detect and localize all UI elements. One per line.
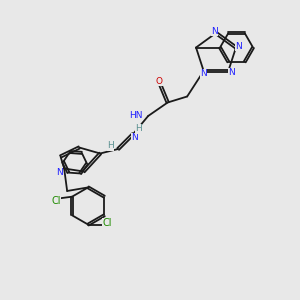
Text: O: O bbox=[155, 77, 162, 86]
Text: N: N bbox=[200, 70, 207, 79]
Text: HN: HN bbox=[129, 112, 142, 121]
Text: N: N bbox=[131, 133, 138, 142]
Text: N: N bbox=[228, 68, 235, 77]
Text: H: H bbox=[107, 142, 114, 151]
Text: Cl: Cl bbox=[102, 218, 112, 228]
Text: N: N bbox=[56, 168, 63, 177]
Text: N: N bbox=[236, 41, 242, 50]
Text: Cl: Cl bbox=[51, 196, 61, 206]
Text: H: H bbox=[135, 124, 142, 133]
Text: N: N bbox=[211, 27, 218, 36]
